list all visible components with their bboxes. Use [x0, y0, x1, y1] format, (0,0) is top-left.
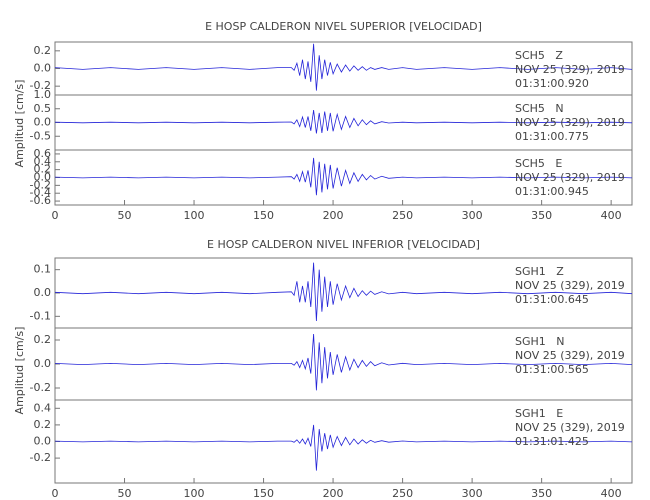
- y-tick-label: -0.2: [30, 178, 51, 191]
- y-tick-label: 0.0: [34, 357, 52, 370]
- trace: [54, 110, 633, 134]
- x-tick-label: 150: [253, 209, 274, 222]
- x-tick-label: 200: [323, 487, 344, 500]
- trace-time: 01:31:00.945: [515, 185, 589, 198]
- trace-time: 01:31:00.645: [515, 293, 589, 306]
- y-axis-label: Amplitud [cm/s]: [13, 327, 26, 415]
- trace: [54, 157, 633, 196]
- y-tick-label: 0.5: [34, 102, 52, 115]
- trace-name: SCH5 N: [515, 102, 564, 115]
- y-tick-label: 0.2: [34, 418, 52, 431]
- y-tick-label: 0.2: [34, 44, 52, 57]
- trace-name: SCH5 Z: [515, 49, 563, 62]
- y-tick-label: 1.0: [34, 88, 52, 101]
- y-tick-label: 0.0: [34, 286, 52, 299]
- y-tick-label: 0.2: [34, 163, 52, 176]
- chart-title: E HOSP CALDERON NIVEL SUPERIOR [VELOCIDA…: [205, 20, 482, 33]
- trace-date: NOV 25 (329), 2019: [515, 171, 625, 184]
- y-tick-label: 0.0: [34, 62, 52, 75]
- plot-frame: [54, 41, 633, 206]
- y-tick-label: -0.6: [30, 194, 51, 207]
- x-tick-label: 200: [323, 209, 344, 222]
- plot-frame: [54, 257, 633, 484]
- y-tick-label: -0.5: [30, 129, 51, 142]
- trace-time: 01:31:01.425: [515, 435, 589, 448]
- x-tick-label: 0: [52, 209, 59, 222]
- y-tick-label: 0.0: [34, 171, 52, 184]
- x-tick-label: 50: [118, 209, 132, 222]
- trace-name: SGH1 N: [515, 335, 565, 348]
- chart-title: E HOSP CALDERON NIVEL INFERIOR [VELOCIDA…: [207, 238, 480, 251]
- x-tick-label: 250: [392, 209, 413, 222]
- x-tick-label: 0: [52, 487, 59, 500]
- x-tick-label: 50: [118, 487, 132, 500]
- trace-date: NOV 25 (329), 2019: [515, 279, 625, 292]
- x-tick-label: 400: [601, 487, 622, 500]
- trace: [54, 262, 633, 322]
- trace-time: 01:31:00.775: [515, 130, 589, 143]
- trace-name: SGH1 Z: [515, 265, 564, 278]
- x-tick-label: 350: [531, 487, 552, 500]
- trace-time: 01:31:00.565: [515, 363, 589, 376]
- trace: [54, 43, 633, 91]
- y-tick-label: -0.1: [30, 309, 51, 322]
- y-axis-label: Amplitud [cm/s]: [13, 80, 26, 168]
- x-tick-label: 400: [601, 209, 622, 222]
- x-tick-label: 300: [462, 487, 483, 500]
- y-tick-label: 0.4: [34, 155, 52, 168]
- x-tick-label: 100: [184, 487, 205, 500]
- y-tick-label: -0.2: [30, 451, 51, 464]
- x-tick-label: 250: [392, 487, 413, 500]
- y-tick-label: -0.2: [30, 79, 51, 92]
- trace-date: NOV 25 (329), 2019: [515, 421, 625, 434]
- x-tick-label: 300: [462, 209, 483, 222]
- y-tick-label: 0.6: [34, 147, 52, 160]
- y-tick-label: 0.0: [34, 435, 52, 448]
- y-tick-label: 0.0: [34, 116, 52, 129]
- y-tick-label: 0.4: [34, 401, 52, 414]
- trace-date: NOV 25 (329), 2019: [515, 116, 625, 129]
- trace-name: SCH5 E: [515, 157, 562, 170]
- x-tick-label: 150: [253, 487, 274, 500]
- trace-date: NOV 25 (329), 2019: [515, 63, 625, 76]
- y-tick-label: 0.2: [34, 333, 52, 346]
- x-tick-label: 100: [184, 209, 205, 222]
- x-tick-label: 350: [531, 209, 552, 222]
- trace: [54, 424, 633, 471]
- trace-time: 01:31:00.920: [515, 77, 589, 90]
- trace-date: NOV 25 (329), 2019: [515, 349, 625, 362]
- y-tick-label: 0.1: [34, 263, 52, 276]
- trace-name: SGH1 E: [515, 407, 563, 420]
- y-tick-label: -0.4: [30, 186, 51, 199]
- trace: [54, 333, 633, 391]
- y-tick-label: -0.2: [30, 381, 51, 394]
